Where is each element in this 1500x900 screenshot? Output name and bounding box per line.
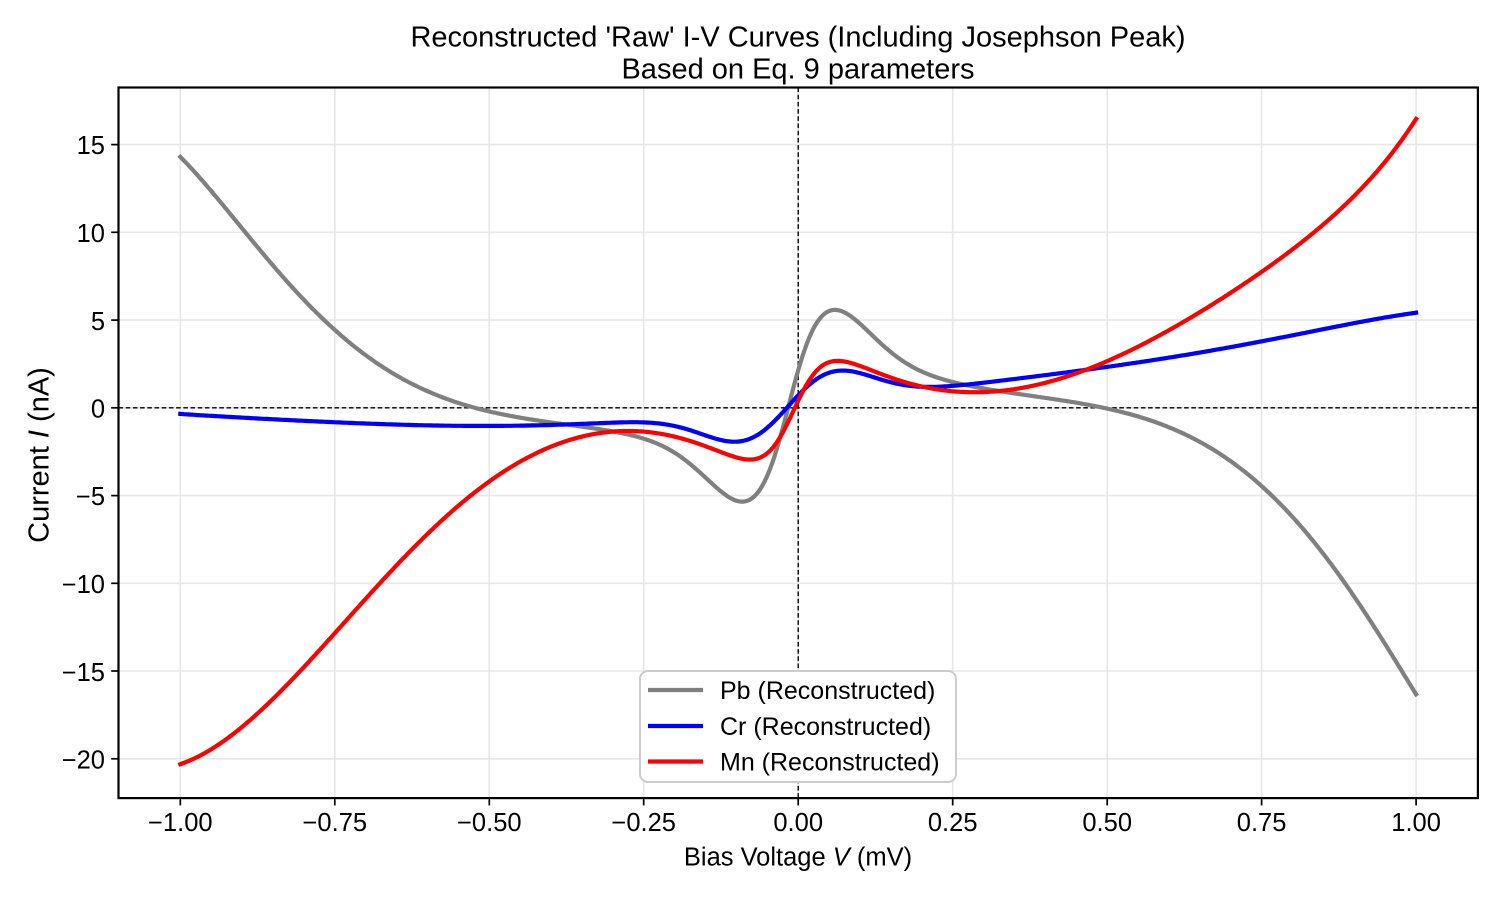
svg-text:15: 15 xyxy=(77,132,105,160)
svg-text:Mn (Reconstructed): Mn (Reconstructed) xyxy=(720,749,940,777)
svg-text:−0.75: −0.75 xyxy=(303,809,368,837)
svg-text:0: 0 xyxy=(91,396,105,424)
svg-text:−0.50: −0.50 xyxy=(457,809,522,837)
svg-text:0.25: 0.25 xyxy=(928,809,978,837)
svg-text:Cr (Reconstructed): Cr (Reconstructed) xyxy=(720,713,931,741)
svg-text:Bias Voltage V (mV): Bias Voltage V (mV) xyxy=(684,844,912,872)
svg-text:Pb (Reconstructed): Pb (Reconstructed) xyxy=(720,677,935,705)
svg-text:−15: −15 xyxy=(62,659,105,687)
svg-text:−20: −20 xyxy=(62,747,105,775)
svg-text:0.50: 0.50 xyxy=(1082,809,1132,837)
svg-text:10: 10 xyxy=(77,220,105,248)
svg-text:Current I (nA): Current I (nA) xyxy=(24,367,56,543)
svg-text:−5: −5 xyxy=(76,483,105,511)
svg-text:5: 5 xyxy=(91,308,105,336)
svg-text:Based on Eq. 9 parameters: Based on Eq. 9 parameters xyxy=(621,54,974,86)
svg-text:−1.00: −1.00 xyxy=(148,809,213,837)
svg-text:−10: −10 xyxy=(62,571,105,599)
svg-text:1.00: 1.00 xyxy=(1391,809,1441,837)
svg-text:0.75: 0.75 xyxy=(1237,809,1287,837)
svg-text:−0.25: −0.25 xyxy=(611,809,676,837)
svg-text:0.00: 0.00 xyxy=(773,809,823,837)
svg-text:Reconstructed 'Raw' I-V Curves: Reconstructed 'Raw' I-V Curves (Includin… xyxy=(410,22,1185,54)
